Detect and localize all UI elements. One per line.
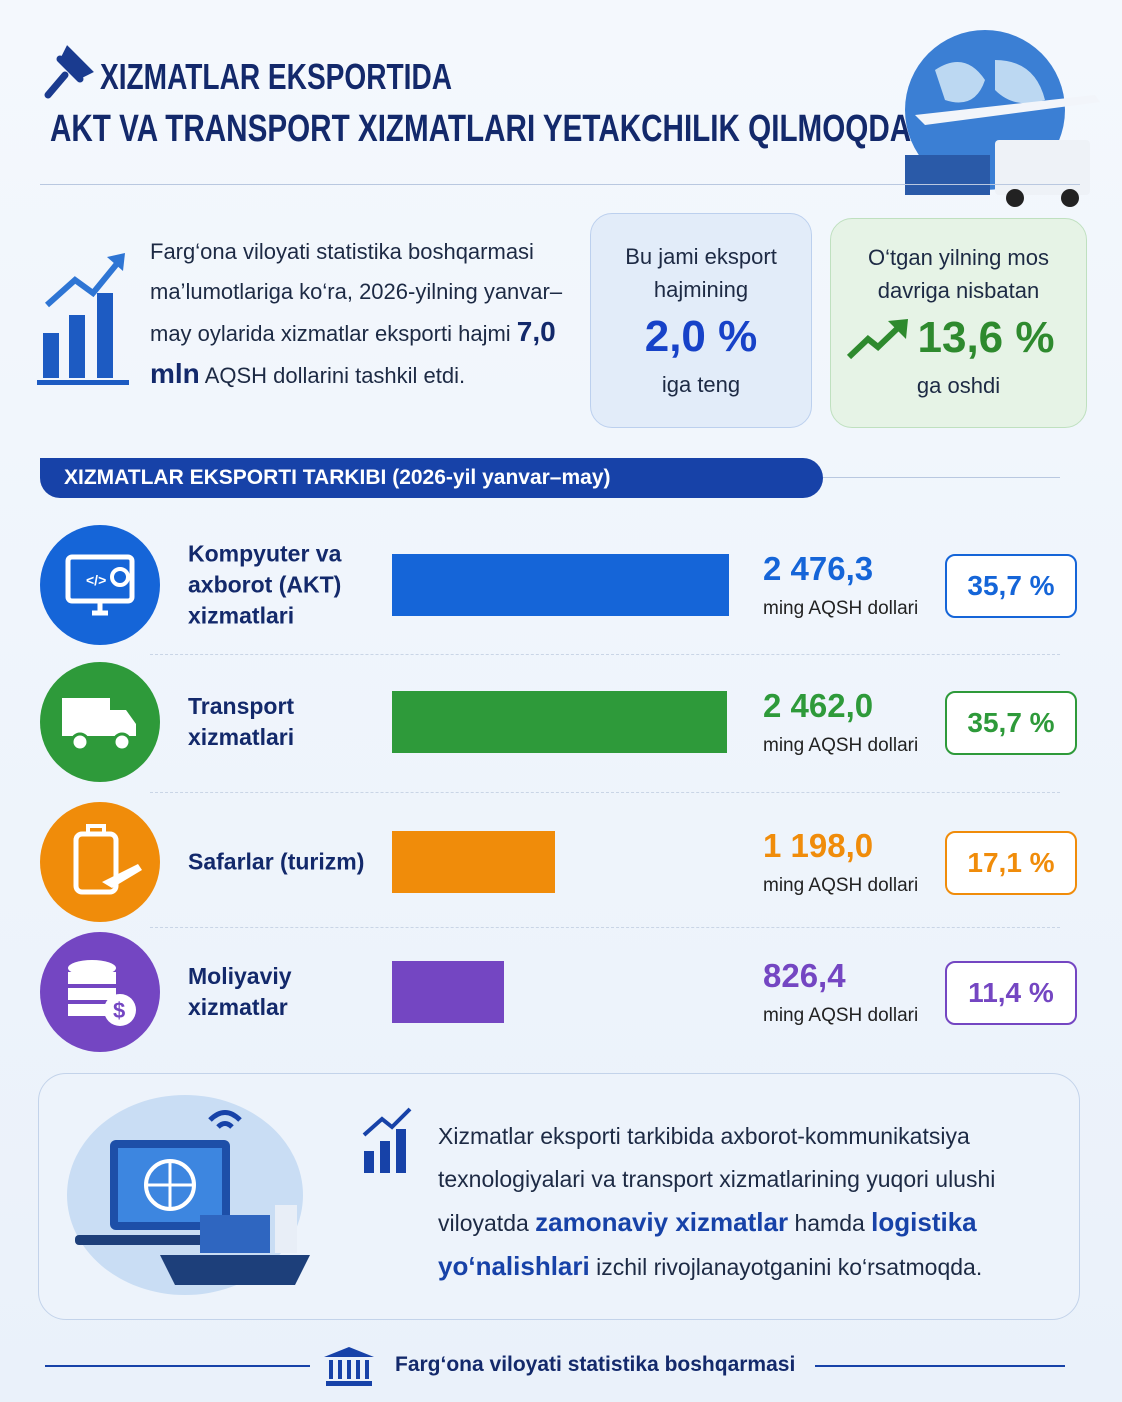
intro-text: Farg‘ona viloyati statistika boshqarmasi… xyxy=(150,232,575,396)
intro-text: Farg‘ona viloyati statistika boshqarmasi… xyxy=(150,239,563,346)
svg-text:</>: </> xyxy=(86,572,106,588)
chart-icon xyxy=(362,1107,412,1173)
globe-illustration xyxy=(905,30,1100,207)
value-label: 826,4 xyxy=(763,957,846,994)
card-label: O‘tgan yilning mos davriga nisbatan xyxy=(868,245,1049,303)
divider xyxy=(40,184,1080,185)
divider xyxy=(45,1365,310,1367)
share-box: 17,1 % xyxy=(945,831,1077,895)
bar xyxy=(392,831,556,893)
divider xyxy=(823,477,1060,478)
value-label: 2 476,3 xyxy=(763,550,874,587)
bar xyxy=(392,554,729,616)
summary-illustration xyxy=(67,1095,310,1295)
intro-highlight: 7,0 mln xyxy=(150,316,556,389)
unit-label: ming AQSH dollari xyxy=(763,875,919,896)
title-line: XIZMATLAR EKSPORTIDA xyxy=(100,56,453,97)
row-divider xyxy=(150,653,1060,655)
building-icon xyxy=(324,1347,374,1386)
card-value: 13,6 % xyxy=(917,313,1055,362)
row-icon xyxy=(40,662,160,782)
card-value: 2,0 % xyxy=(644,312,758,361)
intro-text: AQSH dollarini tashkil etdi. xyxy=(204,363,466,388)
row-divider xyxy=(150,792,1060,793)
svg-text:$: $ xyxy=(113,998,125,1023)
summary-text: hamda xyxy=(794,1210,865,1236)
unit-label: ming AQSH dollari xyxy=(763,735,919,756)
row-label: Safarlar (turizm) xyxy=(188,848,365,875)
card-suffix: iga teng xyxy=(661,372,741,397)
row-icon: $ xyxy=(40,932,160,1052)
footer-source: Farg‘ona viloyati statistika boshqarmasi xyxy=(395,1353,796,1376)
summary-highlight: logistika yo‘nalishlari xyxy=(438,1207,977,1281)
summary-text: Xizmatlar eksporti tarkibida axborot-kom… xyxy=(438,1123,996,1236)
share-card: Bu jami eksport hajmining 2,0 % iga teng xyxy=(590,213,812,428)
row-divider xyxy=(150,927,1060,928)
unit-label: ming AQSH dollari xyxy=(763,1005,919,1026)
share-box: 35,7 % xyxy=(945,554,1077,618)
row-label: Moliyaviy xizmatlar xyxy=(188,963,292,1020)
share-box: 11,4 % xyxy=(945,961,1077,1025)
icon: </> xyxy=(40,525,160,645)
card-value: 13,6 % xyxy=(831,307,1086,369)
growth-card: O‘tgan yilning mos davriga nisbatan 13,6… xyxy=(830,218,1087,428)
bar xyxy=(392,691,728,753)
row-icon xyxy=(40,802,160,922)
icon xyxy=(40,802,160,922)
summary-highlight: zamonaviy xizmatlar xyxy=(535,1207,789,1237)
bar xyxy=(392,961,505,1023)
card-label: Bu jami eksport hajmining xyxy=(625,244,777,302)
row-label: Transport xizmatlari xyxy=(188,693,295,750)
card-suffix: ga oshdi xyxy=(916,373,1001,398)
chart-title: XIZMATLAR EKSPORTI TARKIBI (2026-yil yan… xyxy=(40,458,823,498)
share-box: 35,7 % xyxy=(945,691,1077,755)
growth-icon xyxy=(37,253,129,385)
value-label: 2 462,0 xyxy=(763,687,874,724)
up-arrow xyxy=(846,319,908,360)
value-label: 1 198,0 xyxy=(763,827,874,864)
row-icon: </> xyxy=(40,525,160,645)
row-label: Kompyuter va axborot (AKT) xizmatlari xyxy=(188,540,342,629)
divider xyxy=(815,1365,1065,1367)
icon: $ xyxy=(40,932,160,1052)
icon xyxy=(40,662,160,782)
title-line: AKT VA TRANSPORT XIZMATLARI YETAKCHILIK … xyxy=(50,108,912,150)
unit-label: ming AQSH dollari xyxy=(763,598,919,619)
summary-text: Xizmatlar eksporti tarkibida axborot-kom… xyxy=(438,1115,1038,1289)
summary-text: izchil rivojlanayotganini ko‘rsatmoqda. xyxy=(596,1254,983,1280)
pin-icon xyxy=(44,45,94,99)
